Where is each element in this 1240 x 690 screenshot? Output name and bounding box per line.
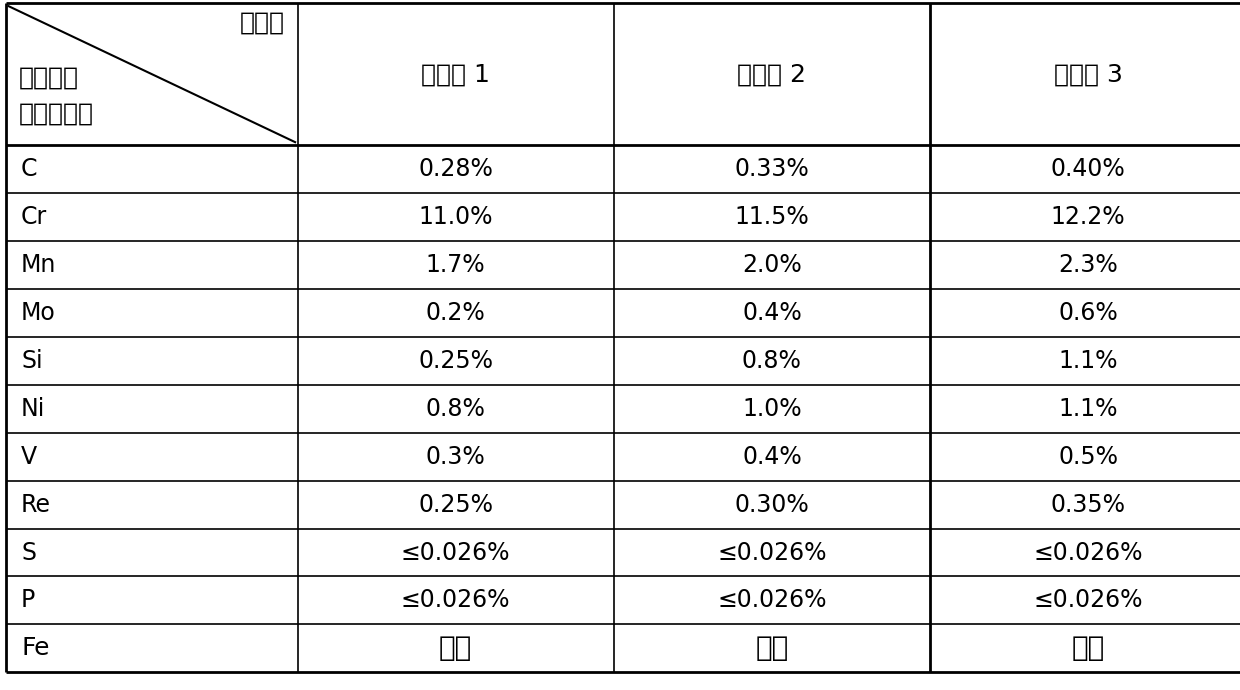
Text: ≤0.026%: ≤0.026% xyxy=(717,540,827,564)
Text: ≤0.026%: ≤0.026% xyxy=(717,589,827,613)
Text: 1.0%: 1.0% xyxy=(742,397,802,421)
Text: Mo: Mo xyxy=(21,301,56,325)
Text: 0.3%: 0.3% xyxy=(425,444,486,469)
Text: 0.40%: 0.40% xyxy=(1050,157,1126,181)
Text: 2.0%: 2.0% xyxy=(742,253,802,277)
Text: 1.1%: 1.1% xyxy=(1059,348,1117,373)
Text: 0.6%: 0.6% xyxy=(1058,301,1118,325)
Text: Re: Re xyxy=(21,493,51,517)
Text: C: C xyxy=(21,157,37,181)
Text: 实施例 2: 实施例 2 xyxy=(738,62,806,86)
Text: Mn: Mn xyxy=(21,253,57,277)
Text: 各元素的: 各元素的 xyxy=(19,66,78,90)
Text: 0.4%: 0.4% xyxy=(742,444,802,469)
Text: V: V xyxy=(21,444,37,469)
Text: 余量: 余量 xyxy=(755,634,789,662)
Text: 0.35%: 0.35% xyxy=(1050,493,1126,517)
Text: 0.4%: 0.4% xyxy=(742,301,802,325)
Text: 0.25%: 0.25% xyxy=(418,348,494,373)
Text: 12.2%: 12.2% xyxy=(1050,205,1126,229)
Text: ≤0.026%: ≤0.026% xyxy=(1033,540,1143,564)
Text: 余量: 余量 xyxy=(439,634,472,662)
Text: 0.5%: 0.5% xyxy=(1058,444,1118,469)
Text: 2.3%: 2.3% xyxy=(1058,253,1118,277)
Text: 0.8%: 0.8% xyxy=(425,397,486,421)
Text: ≤0.026%: ≤0.026% xyxy=(401,540,511,564)
Text: Si: Si xyxy=(21,348,42,373)
Text: Ni: Ni xyxy=(21,397,46,421)
Text: 11.5%: 11.5% xyxy=(734,205,810,229)
Text: 余量: 余量 xyxy=(1071,634,1105,662)
Text: 0.33%: 0.33% xyxy=(734,157,810,181)
Text: P: P xyxy=(21,589,35,613)
Text: 实施例 3: 实施例 3 xyxy=(1054,62,1122,86)
Text: 0.30%: 0.30% xyxy=(734,493,810,517)
Text: 实施例 1: 实施例 1 xyxy=(422,62,490,86)
Text: ≤0.026%: ≤0.026% xyxy=(401,589,511,613)
Text: 0.25%: 0.25% xyxy=(418,493,494,517)
Text: 0.2%: 0.2% xyxy=(425,301,486,325)
Text: S: S xyxy=(21,540,36,564)
Text: 实施例: 实施例 xyxy=(241,10,285,34)
Text: 质量百分比: 质量百分比 xyxy=(19,101,93,126)
Text: 1.1%: 1.1% xyxy=(1059,397,1117,421)
Text: 11.0%: 11.0% xyxy=(418,205,494,229)
Text: 1.7%: 1.7% xyxy=(425,253,486,277)
Text: Fe: Fe xyxy=(21,636,50,660)
Text: ≤0.026%: ≤0.026% xyxy=(1033,589,1143,613)
Text: Cr: Cr xyxy=(21,205,47,229)
Text: 0.28%: 0.28% xyxy=(418,157,494,181)
Text: 0.8%: 0.8% xyxy=(742,348,802,373)
